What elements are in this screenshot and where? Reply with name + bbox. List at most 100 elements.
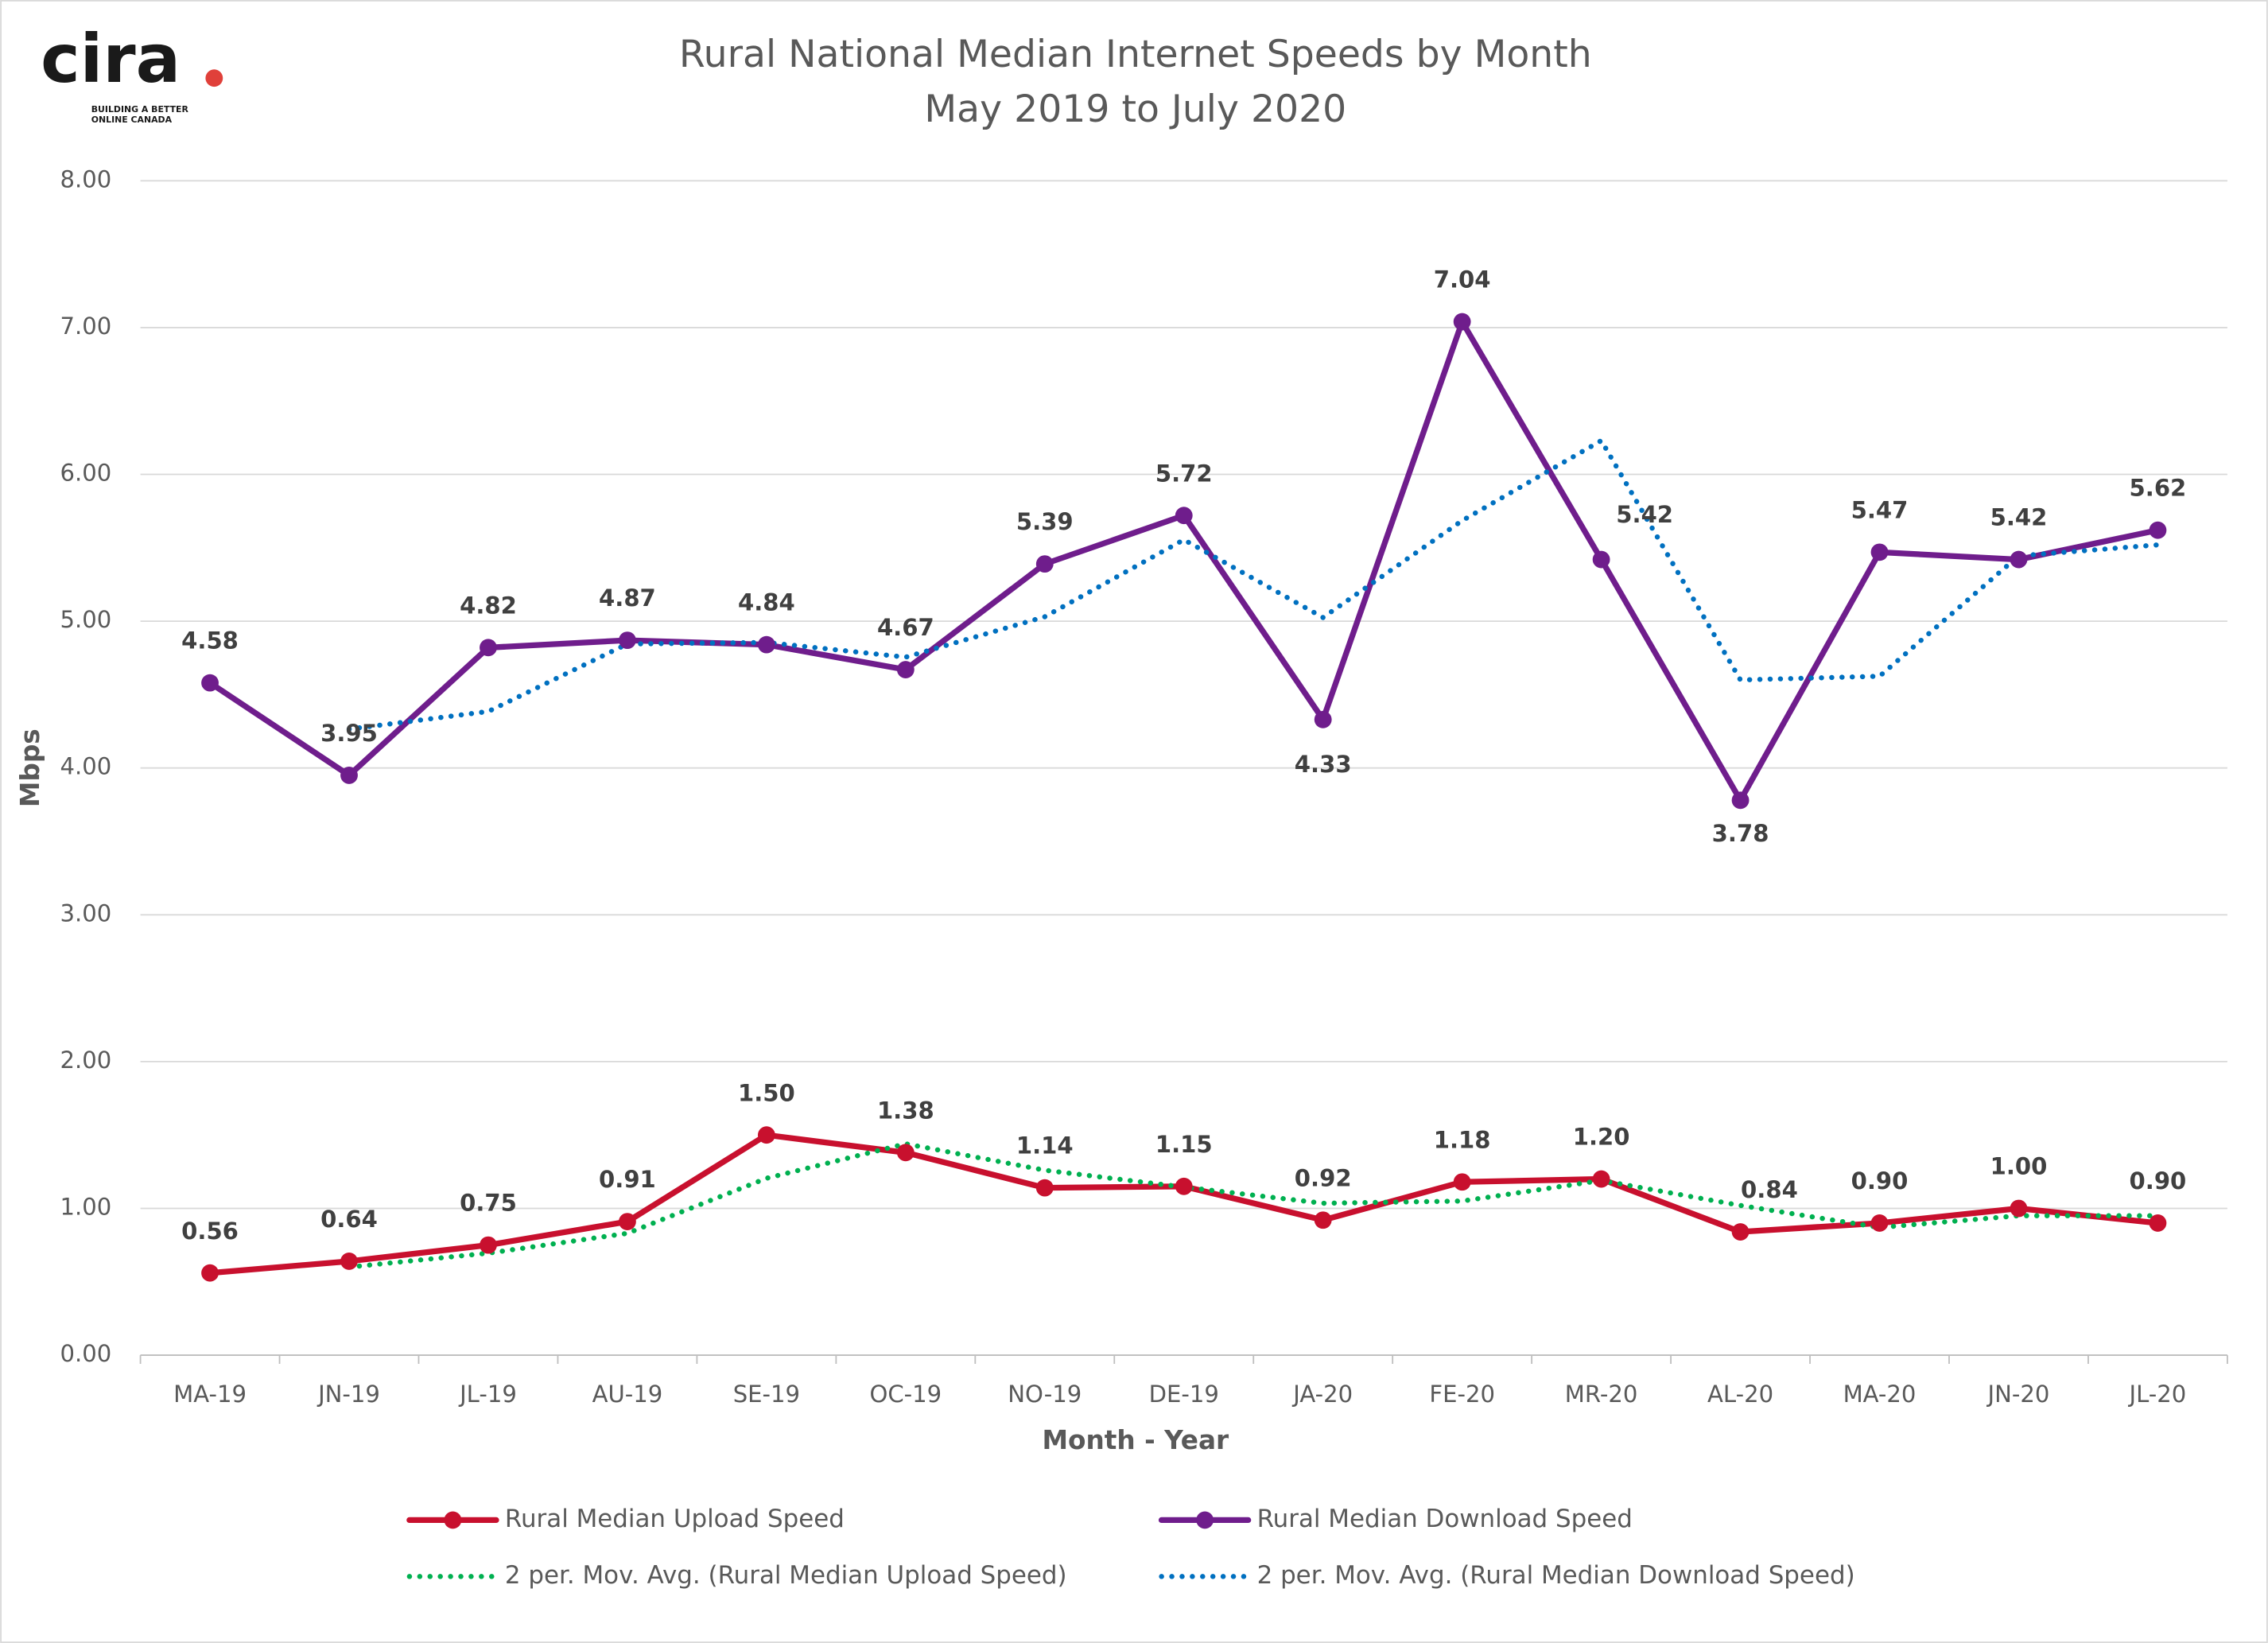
data-point (896, 1144, 915, 1162)
data-label: 4.87 (599, 585, 656, 612)
trendline (346, 437, 2161, 732)
data-point (1035, 555, 1054, 573)
y-tick-label: 5.00 (60, 606, 111, 633)
y-tick-label: 3.00 (60, 899, 111, 926)
chart-subtitle: May 2019 to July 2020 (924, 87, 1346, 131)
data-point (1870, 543, 1889, 561)
x-tick-label: NO-19 (1008, 1381, 1082, 1408)
data-label: 0.91 (599, 1166, 656, 1193)
data-point (2010, 1199, 2028, 1218)
y-tick-label: 6.00 (60, 460, 111, 487)
data-point (1453, 1173, 1471, 1191)
legend-marker (1196, 1511, 1214, 1529)
x-tick-label: MA-19 (173, 1381, 247, 1408)
x-tick-label: AL-20 (1707, 1381, 1773, 1408)
data-point (201, 1264, 219, 1282)
logo-tagline: BUILDING A BETTER (91, 104, 189, 115)
x-tick-label: MR-20 (1565, 1381, 1638, 1408)
data-point (201, 674, 219, 692)
data-label: 4.84 (738, 589, 795, 616)
data-label: 5.72 (1155, 460, 1213, 487)
x-tick-label: SE-19 (733, 1381, 800, 1408)
data-point (1314, 710, 1332, 728)
trendline (346, 1141, 2161, 1270)
y-tick-label: 7.00 (60, 313, 111, 340)
chart-title: Rural National Median Internet Speeds by… (679, 33, 1592, 76)
data-point (1314, 1211, 1332, 1229)
data-point (2149, 1214, 2167, 1232)
logo-tagline: ONLINE CANADA (91, 115, 173, 125)
x-tick-label: AU-19 (592, 1381, 663, 1408)
y-tick-label: 4.00 (60, 753, 111, 780)
x-tick-label: JN-20 (1986, 1381, 2050, 1408)
x-tick-label: OC-19 (869, 1381, 942, 1408)
data-label: 1.18 (1434, 1126, 1491, 1153)
x-tick-label: JA-20 (1291, 1381, 1353, 1408)
data-label: 0.92 (1295, 1164, 1352, 1191)
data-label: 5.39 (1016, 508, 1074, 535)
data-label: 4.33 (1295, 751, 1352, 778)
data-point (1592, 1170, 1610, 1188)
y-tick-label: 1.00 (60, 1193, 111, 1220)
x-tick-label: JN-19 (317, 1381, 380, 1408)
data-label: 0.90 (2130, 1167, 2187, 1194)
data-label: 0.56 (181, 1218, 239, 1245)
legend-marker (444, 1511, 462, 1529)
legend-label: Rural Median Download Speed (1257, 1505, 1633, 1533)
data-point (896, 661, 915, 678)
data-label: 7.04 (1434, 266, 1491, 293)
data-point (340, 767, 358, 784)
data-point (2010, 550, 2028, 569)
data-point (1453, 313, 1471, 331)
legend-label: 2 per. Mov. Avg. (Rural Median Download … (1257, 1561, 1855, 1590)
data-label: 1.00 (1990, 1153, 2048, 1180)
data-point (1592, 550, 1610, 569)
data-point (1175, 1177, 1193, 1195)
x-tick-label: MA-20 (1843, 1381, 1917, 1408)
data-label: 0.75 (460, 1190, 517, 1217)
x-axis-title: Month - Year (1042, 1425, 1229, 1455)
data-label: 0.64 (320, 1206, 378, 1233)
data-label: 3.95 (320, 720, 378, 747)
data-label: 5.47 (1851, 496, 1909, 523)
data-point (1731, 791, 1750, 810)
x-tick-label: DE-19 (1149, 1381, 1219, 1408)
data-label: 4.82 (460, 592, 517, 619)
data-point (619, 631, 636, 650)
data-label: 4.58 (181, 627, 239, 654)
y-tick-label: 0.00 (60, 1340, 111, 1367)
data-point (1175, 507, 1193, 525)
data-label: 1.20 (1573, 1124, 1630, 1151)
data-label: 5.42 (1616, 501, 1673, 528)
data-label: 0.90 (1851, 1167, 1909, 1194)
logo-name: cira (41, 20, 181, 98)
data-point (1870, 1214, 1889, 1232)
data-point (340, 1253, 358, 1270)
x-tick-label: JL-19 (458, 1381, 517, 1408)
data-point (1035, 1179, 1054, 1197)
legend-label: 2 per. Mov. Avg. (Rural Median Upload Sp… (505, 1561, 1067, 1590)
data-point (1731, 1223, 1750, 1241)
data-label: 1.14 (1016, 1132, 1074, 1159)
data-point (480, 639, 497, 657)
data-point (2149, 521, 2167, 539)
y-tick-label: 8.00 (60, 165, 111, 192)
data-label: 1.38 (877, 1097, 934, 1124)
data-label: 0.84 (1741, 1176, 1798, 1203)
data-label: 5.42 (1990, 504, 2048, 531)
data-label: 1.15 (1155, 1131, 1213, 1158)
data-point (757, 635, 775, 654)
data-label: 4.67 (877, 614, 934, 641)
data-point (619, 1213, 636, 1231)
y-axis-title: Mbps (15, 728, 45, 807)
data-point (480, 1236, 497, 1254)
data-point (757, 1126, 775, 1144)
legend-label: Rural Median Upload Speed (505, 1505, 845, 1533)
data-label: 1.50 (738, 1079, 795, 1106)
y-tick-label: 2.00 (60, 1047, 111, 1074)
x-tick-label: FE-20 (1429, 1381, 1495, 1408)
logo-dot (205, 69, 223, 87)
data-label: 5.62 (2130, 475, 2187, 502)
